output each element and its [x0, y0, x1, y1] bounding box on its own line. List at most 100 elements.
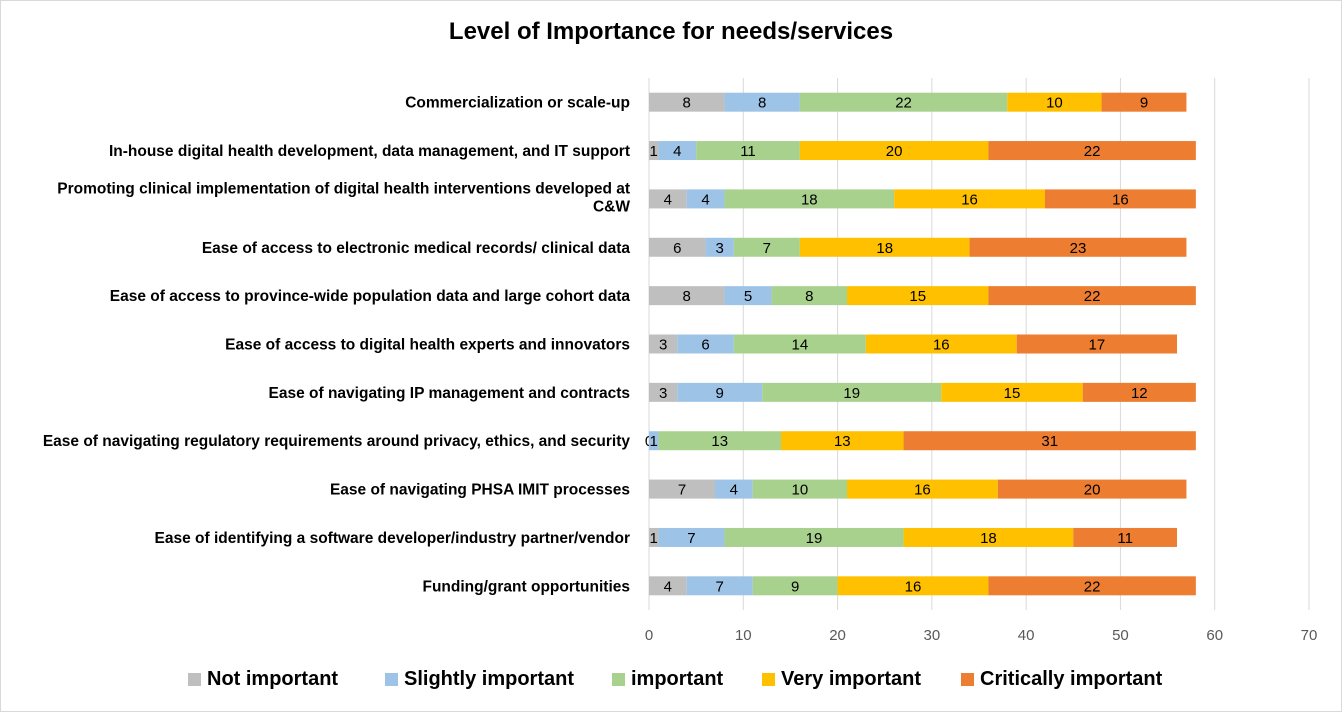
data-label: 4 — [673, 143, 681, 160]
data-label: 14 — [792, 337, 809, 354]
data-label: 1 — [650, 143, 658, 160]
bar-segment — [649, 286, 725, 306]
data-label: 7 — [763, 240, 771, 257]
bar-segment — [649, 141, 659, 161]
data-label: 19 — [843, 385, 860, 402]
bar-segment — [799, 92, 1008, 112]
category-label: Funding/grant opportunities — [423, 578, 631, 595]
bar-segment — [988, 141, 1196, 161]
data-label: 3 — [659, 385, 667, 402]
bar-segment — [847, 479, 998, 499]
data-label: 10 — [792, 482, 809, 499]
bar-segment — [1101, 92, 1187, 112]
legend-label: Critically important — [980, 667, 1163, 690]
data-label: 22 — [895, 95, 912, 112]
category-label: In-house digital health development, dat… — [109, 143, 630, 160]
bar-segment — [658, 431, 781, 451]
data-label: 8 — [805, 288, 813, 305]
data-label: 16 — [961, 191, 978, 208]
bar-segment — [771, 286, 847, 306]
legend-swatch — [762, 672, 775, 686]
data-label: 15 — [1004, 385, 1021, 402]
bar-segment — [997, 479, 1187, 499]
data-label: 16 — [933, 337, 950, 354]
x-tick-label: 30 — [924, 627, 941, 644]
legend-swatch — [188, 672, 201, 686]
data-label: 10 — [1046, 95, 1063, 112]
bar-segment — [1007, 92, 1102, 112]
category-label: Ease of access to digital health experts… — [225, 337, 630, 354]
bar-segment — [865, 334, 1017, 354]
bar-segment — [649, 334, 678, 354]
category-label: Ease of access to province-wide populati… — [110, 288, 631, 305]
bar-segment — [733, 334, 866, 354]
legend-item: Not important — [188, 664, 338, 694]
x-tick-label: 20 — [829, 627, 846, 644]
bar-segment — [677, 334, 734, 354]
bar-segment — [649, 382, 678, 402]
x-tick-label: 70 — [1301, 627, 1318, 644]
data-label: 6 — [673, 240, 681, 257]
data-label: 3 — [716, 240, 724, 257]
category-label: Ease of access to electronic medical rec… — [202, 240, 631, 257]
bar-segment — [969, 237, 1187, 257]
data-label: 13 — [711, 433, 728, 450]
data-label: 18 — [876, 240, 893, 257]
x-tick-label: 60 — [1206, 627, 1223, 644]
bar-segment — [658, 527, 725, 547]
data-label: 5 — [744, 288, 752, 305]
data-label: 4 — [664, 578, 672, 595]
bar-segment — [705, 237, 734, 257]
bar-segment — [649, 92, 725, 112]
bar-segment — [696, 141, 800, 161]
bar-segment — [686, 576, 753, 596]
legend-swatch — [961, 672, 974, 686]
data-label: 7 — [687, 530, 695, 547]
data-label: 11 — [1117, 530, 1133, 547]
bar-segment — [752, 479, 847, 499]
legend-item: Slightly important — [385, 664, 574, 694]
chart-title: Level of Importance for needs/services — [448, 18, 894, 45]
data-label: 11 — [740, 143, 756, 160]
bar-segment — [903, 431, 1196, 451]
bar-segment — [649, 237, 706, 257]
bar-segment — [847, 286, 989, 306]
bar-segment — [1082, 382, 1196, 402]
bar-segment — [658, 141, 697, 161]
legend-label: Not important — [207, 667, 339, 690]
x-tick-label: 50 — [1112, 627, 1129, 644]
category-label: Ease of identifying a software developer… — [155, 530, 630, 547]
bar-segment — [649, 576, 687, 596]
category-label: Ease of navigating IP management and con… — [269, 385, 630, 402]
bar-segment — [649, 479, 715, 499]
bar-segment — [903, 527, 1074, 547]
data-label: 17 — [1089, 337, 1106, 354]
legend-label: Slightly important — [404, 667, 574, 690]
legend-item: important — [612, 664, 723, 694]
bar-segment — [752, 576, 838, 596]
data-label: 7 — [678, 482, 686, 499]
bar-segment — [724, 92, 800, 112]
data-label: 22 — [1084, 143, 1101, 160]
data-label: 1 — [650, 530, 658, 547]
legend-swatch — [612, 672, 625, 686]
x-tick-label: 10 — [735, 627, 752, 644]
category-label: Commercialization or scale-up — [405, 95, 630, 112]
bar-segment — [988, 286, 1196, 306]
data-label: 18 — [980, 530, 997, 547]
bar-segment — [837, 576, 989, 596]
bar-segment — [799, 237, 970, 257]
bar-segment — [724, 286, 772, 306]
data-label: 9 — [791, 578, 799, 595]
legend-label: Very important — [781, 667, 922, 690]
data-label: 4 — [730, 482, 738, 499]
bar-segment — [781, 431, 904, 451]
data-label: 3 — [659, 337, 667, 354]
data-label: 6 — [701, 337, 709, 354]
legend-item: Critically important — [961, 664, 1162, 694]
data-label: 23 — [1070, 240, 1087, 257]
legend-label: important — [631, 667, 724, 690]
data-label: 7 — [716, 578, 724, 595]
data-label: 22 — [1084, 578, 1101, 595]
